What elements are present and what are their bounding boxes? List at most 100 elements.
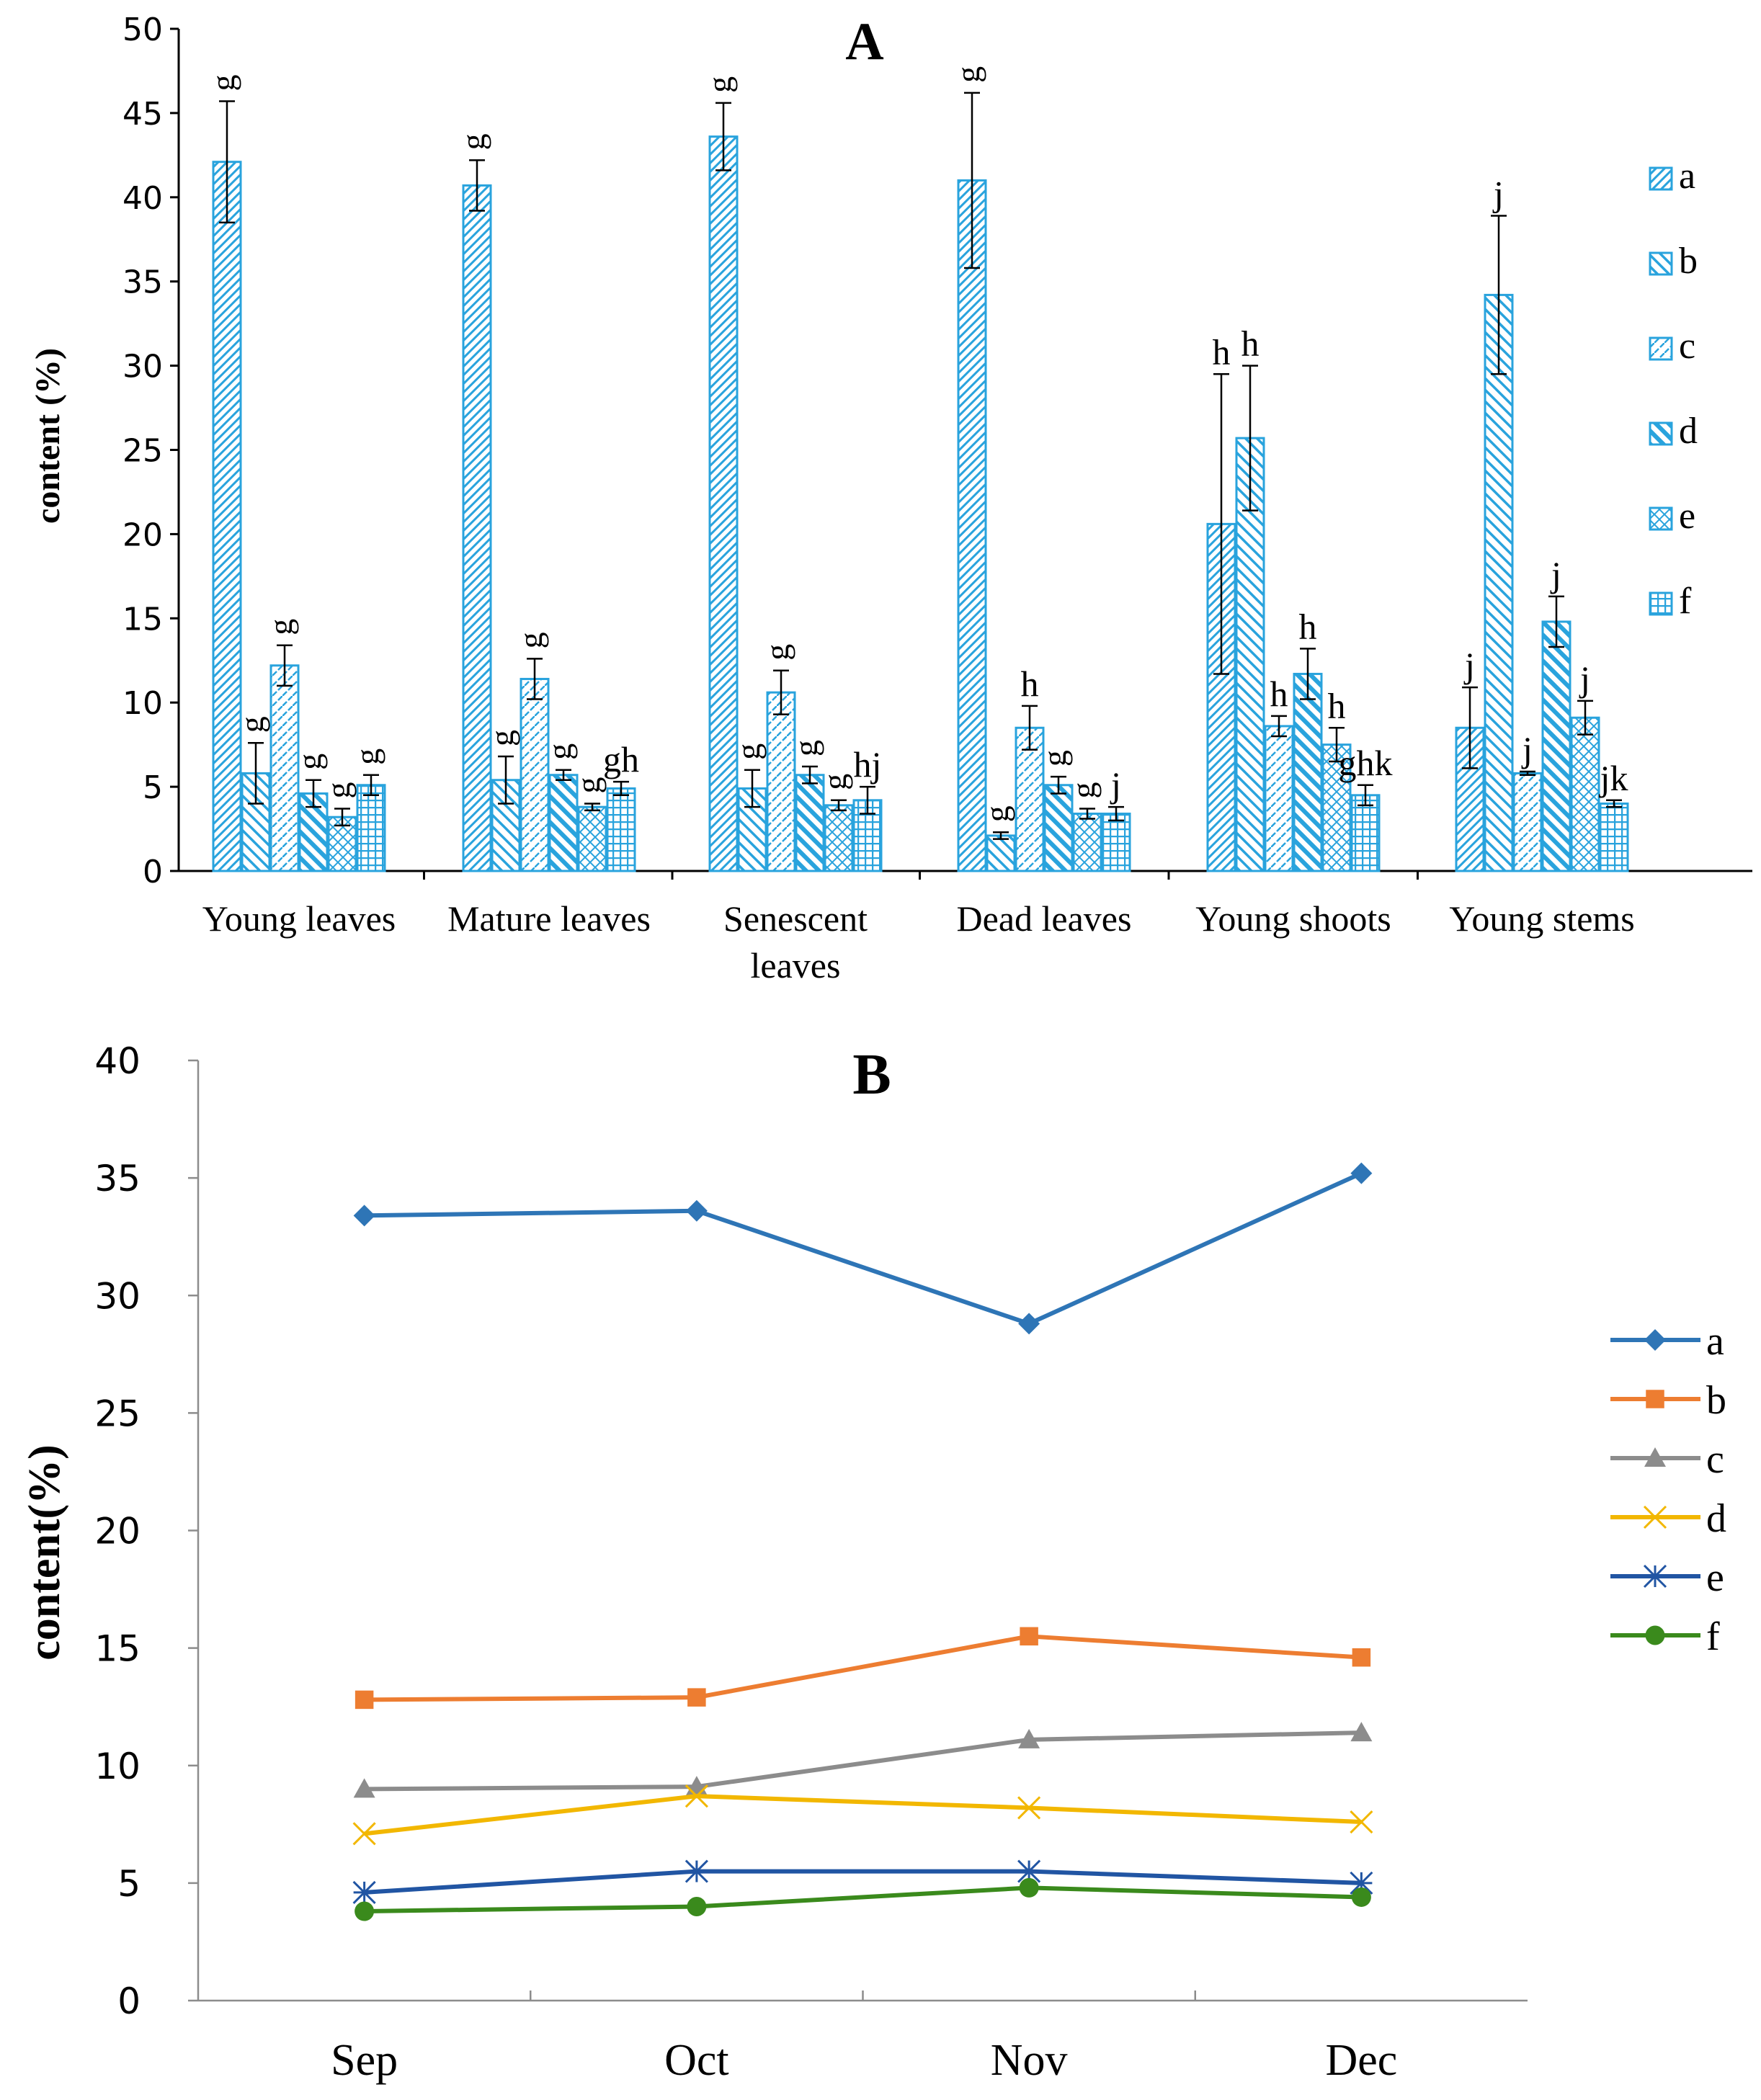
data-point-e bbox=[352, 1880, 376, 1904]
bar-d bbox=[1293, 672, 1323, 872]
bar-a bbox=[212, 161, 242, 872]
chart-a-legend: a b c d e f bbox=[1649, 156, 1698, 622]
series-a bbox=[353, 1162, 1373, 1335]
bar-c bbox=[520, 677, 550, 872]
data-point-c bbox=[353, 1778, 375, 1798]
legend-swatch-a bbox=[1649, 166, 1673, 191]
series-line-d bbox=[364, 1794, 1362, 1836]
significance-letter: g bbox=[1065, 782, 1102, 798]
significance-letter: j bbox=[1492, 174, 1504, 214]
series-e bbox=[352, 1859, 1373, 1904]
significance-letter: g bbox=[978, 805, 1015, 822]
legend-item-e: e bbox=[1610, 1555, 1724, 1600]
data-point-b bbox=[355, 1690, 374, 1710]
data-point-c bbox=[1018, 1728, 1040, 1748]
significance-letter: hj bbox=[854, 744, 882, 785]
x-tick-label: Nov bbox=[991, 2036, 1068, 2085]
series-f bbox=[355, 1877, 1371, 1921]
x-tick-label: Young leaves bbox=[202, 898, 396, 939]
significance-letter: g bbox=[233, 716, 270, 733]
legend-label-c: c bbox=[1679, 326, 1695, 367]
data-point-f bbox=[355, 1901, 375, 1921]
significance-letter: g bbox=[262, 619, 299, 635]
chart-b-y-axis-label: content(%) bbox=[20, 1444, 69, 1661]
series-d bbox=[352, 1784, 1373, 1846]
bar-e bbox=[1321, 743, 1352, 872]
chart-b-x-ticks: Sep Oct Nov Dec bbox=[331, 1990, 1397, 2085]
significance-letter: h bbox=[1241, 323, 1260, 364]
x-tick-label: Dead leaves bbox=[957, 898, 1132, 939]
series-b bbox=[355, 1627, 1371, 1710]
significance-letter: g bbox=[1036, 750, 1073, 767]
data-point-b bbox=[687, 1688, 706, 1707]
legend-label-e: e bbox=[1679, 496, 1695, 537]
bar-f bbox=[1101, 813, 1131, 872]
series-c bbox=[353, 1722, 1373, 1798]
y-tick-label: 25 bbox=[122, 433, 163, 470]
significance-letter: j bbox=[1110, 764, 1121, 805]
legend-label-b: b bbox=[1679, 241, 1698, 282]
chart-b-title: B bbox=[852, 1043, 891, 1107]
legend-label-a: a bbox=[1706, 1319, 1724, 1364]
legend-swatch-d bbox=[1649, 421, 1673, 446]
chart-a-title: A bbox=[845, 12, 883, 71]
legend-label-c: c bbox=[1706, 1437, 1724, 1482]
chart-a-x-tick-labels: Young leaves Mature leaves Senescent leaves… bbox=[202, 871, 1635, 986]
data-point-e bbox=[685, 1859, 708, 1883]
legend-swatch-b bbox=[1649, 251, 1673, 276]
chart-b-series bbox=[352, 1162, 1373, 1921]
legend-label-f: f bbox=[1706, 1614, 1720, 1659]
marker-stroke bbox=[1350, 1810, 1373, 1834]
legend-label-b: b bbox=[1706, 1378, 1726, 1423]
legend-swatch-f bbox=[1649, 591, 1673, 616]
significance-letter: g bbox=[788, 740, 824, 756]
bar-d bbox=[1541, 620, 1571, 872]
bar-d bbox=[298, 792, 329, 872]
significance-letter: g bbox=[730, 743, 767, 760]
x-tick-label: Senescent bbox=[723, 898, 868, 939]
chart-b-y-ticks: 0 5 10 15 20 25 30 35 40 bbox=[94, 1040, 198, 2022]
marker-stroke bbox=[1643, 1505, 1667, 1529]
x-tick-label: Young shoots bbox=[1195, 898, 1391, 939]
data-point-d bbox=[352, 1822, 376, 1846]
significance-letter: g bbox=[455, 133, 491, 150]
bar-c bbox=[1512, 772, 1543, 872]
legend-marker-c bbox=[1644, 1447, 1666, 1467]
bar-b bbox=[986, 834, 1016, 872]
significance-letter: g bbox=[291, 754, 328, 770]
data-point-a bbox=[685, 1199, 708, 1222]
significance-letter: g bbox=[512, 632, 549, 648]
y-tick-label: 0 bbox=[143, 854, 163, 890]
bar-c bbox=[269, 664, 300, 872]
significance-letter: g bbox=[816, 774, 853, 790]
bar-a bbox=[957, 179, 987, 872]
y-tick-label: 40 bbox=[122, 180, 163, 217]
y-tick-label: 35 bbox=[94, 1158, 141, 1199]
bar-a bbox=[708, 135, 739, 872]
legend-label-e: e bbox=[1706, 1555, 1724, 1600]
significance-letter: ghk bbox=[1339, 743, 1393, 783]
bar-a bbox=[462, 184, 492, 872]
y-tick-label: 30 bbox=[94, 1275, 141, 1317]
significance-letter: h bbox=[1299, 606, 1317, 646]
y-tick-label: 0 bbox=[117, 1980, 141, 2022]
data-point-f bbox=[1351, 1887, 1371, 1907]
y-tick-label: 45 bbox=[122, 96, 163, 133]
significance-letter: h bbox=[1270, 674, 1288, 714]
y-tick-label: 10 bbox=[94, 1746, 141, 1787]
legend-item-b: b bbox=[1610, 1378, 1726, 1423]
significance-letter: g bbox=[570, 777, 607, 793]
data-point-b bbox=[1352, 1648, 1371, 1667]
significance-letter: jk bbox=[1599, 758, 1628, 798]
data-point-a bbox=[1350, 1162, 1373, 1184]
legend-marker-a bbox=[1644, 1329, 1666, 1351]
legend-swatch-e bbox=[1649, 506, 1673, 531]
y-tick-label: 5 bbox=[143, 769, 163, 806]
significance-letter: g bbox=[759, 644, 795, 661]
significance-letter: g bbox=[349, 749, 385, 765]
bar-b bbox=[241, 772, 271, 872]
y-tick-label: 50 bbox=[122, 12, 163, 48]
data-point-e bbox=[1017, 1859, 1041, 1883]
y-tick-label: 20 bbox=[122, 517, 163, 553]
